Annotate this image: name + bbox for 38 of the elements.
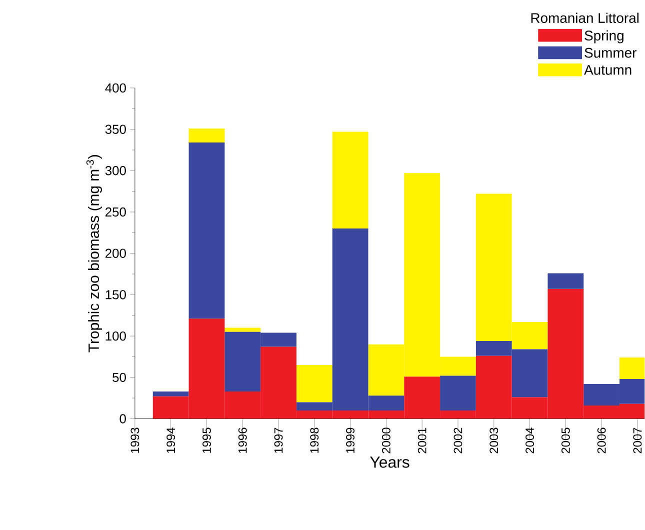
x-tick-label: 1995	[202, 428, 211, 454]
x-tick-label: 1996	[238, 428, 247, 454]
y-tick-label: 250	[106, 208, 126, 217]
bar	[548, 273, 584, 290]
x-tick-label: 2001	[418, 428, 426, 454]
x-tick-label: 1998	[310, 428, 319, 454]
bar	[188, 128, 225, 143]
x-tick-label: 2002	[454, 428, 462, 454]
y-tick-label: 200	[106, 248, 126, 258]
x-tick-label: 1999	[346, 428, 355, 454]
y-tick-label: 300	[105, 166, 126, 176]
legend-label: Summer	[584, 48, 636, 58]
y-tick-label: 350	[105, 124, 126, 134]
x-tick-label: 2006	[597, 428, 606, 454]
bar	[332, 132, 368, 229]
x-tick-label: 2005	[561, 428, 570, 454]
x-tick-label: 2000	[382, 428, 390, 454]
legend-title: Romanian Littoral	[531, 12, 638, 24]
y-tick-label: 150	[106, 290, 126, 300]
x-tick-label: 2003	[490, 428, 498, 454]
x-tick-label: 1993	[130, 428, 140, 454]
x-tick-label: 1994	[166, 428, 176, 454]
x-tick-label: 2004	[526, 428, 534, 454]
x-tick-label: 2007	[633, 428, 642, 454]
bar	[296, 365, 332, 402]
legend-label: Autumn	[584, 65, 632, 75]
x-axis-title: Years	[370, 456, 410, 468]
bar	[440, 376, 476, 411]
y-tick-label: 0	[120, 414, 126, 424]
y-axis-title: Trophic zoo biomass (mg m$^{-3}$)	[86, 155, 102, 352]
y-tick-label: 50	[112, 372, 126, 382]
bar	[188, 142, 225, 319]
legend-label: Spring	[584, 30, 624, 44]
y-tick-label: 400	[105, 84, 126, 93]
bar	[224, 328, 261, 332]
bar	[152, 392, 189, 397]
y-tick-label: 100	[106, 332, 126, 341]
x-tick-label: 1997	[274, 428, 283, 454]
